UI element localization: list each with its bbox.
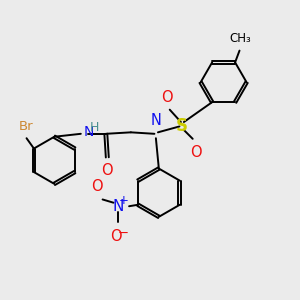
Text: N: N xyxy=(84,125,94,139)
Text: O: O xyxy=(190,145,202,160)
Text: O: O xyxy=(162,90,173,105)
Text: O: O xyxy=(101,163,113,178)
Text: Br: Br xyxy=(18,120,33,133)
Text: −: − xyxy=(118,227,129,240)
Text: S: S xyxy=(176,117,188,135)
Text: N: N xyxy=(151,113,161,128)
Text: N: N xyxy=(112,199,124,214)
Text: CH₃: CH₃ xyxy=(230,32,251,45)
Text: O: O xyxy=(111,229,122,244)
Text: H: H xyxy=(90,121,100,134)
Text: +: + xyxy=(118,194,128,207)
Text: O: O xyxy=(91,179,103,194)
